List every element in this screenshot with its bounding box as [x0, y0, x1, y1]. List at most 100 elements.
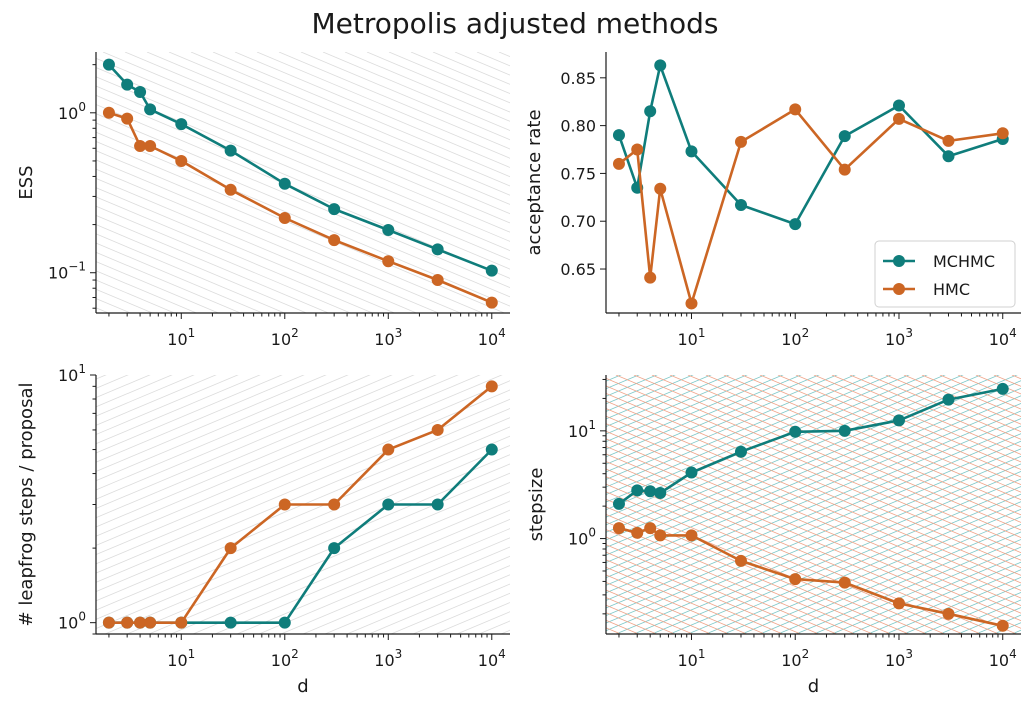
guide-line — [236, 518, 510, 634]
guide-line — [234, 52, 510, 168]
guide-line — [96, 375, 305, 463]
data-point-mchmc — [789, 218, 802, 231]
guide-line — [96, 242, 264, 313]
data-point-hmc — [328, 234, 341, 247]
guide-line-orange — [606, 423, 1021, 599]
guide-line-orange — [723, 375, 1021, 501]
data-point-mchmc — [996, 382, 1009, 395]
y-tick-label: 100 — [568, 526, 596, 549]
guide-line — [96, 122, 510, 298]
data-point-mchmc — [224, 616, 237, 629]
y-tick-label: 0.85 — [560, 69, 596, 88]
data-point-mchmc — [838, 424, 851, 437]
guide-line — [96, 131, 510, 307]
data-point-hmc — [892, 112, 905, 125]
y-tick-label: 0.75 — [560, 164, 596, 183]
guide-line — [146, 52, 510, 205]
y-axis-label: acceptance rate — [524, 109, 545, 255]
guide-line-orange — [606, 445, 1021, 622]
data-point-hmc — [654, 182, 667, 195]
y-tick-label: 10−1 — [48, 260, 86, 283]
y-axis-label: ESS — [16, 165, 37, 199]
guide-line — [324, 555, 510, 634]
guide-line — [96, 375, 437, 519]
guide-line-orange — [606, 377, 1021, 554]
guide-line — [344, 52, 510, 122]
guide-line — [96, 426, 510, 602]
data-point-mchmc — [278, 616, 291, 629]
guide-line-orange — [759, 375, 1021, 486]
guide-line-teal — [606, 375, 694, 412]
guide-line-orange — [606, 415, 1021, 591]
data-point-mchmc — [134, 85, 147, 98]
legend-label: HMC — [933, 280, 970, 299]
data-point-mchmc — [631, 484, 644, 497]
x-tick-label: 104 — [478, 326, 506, 349]
guide-line — [96, 375, 393, 500]
guide-line-orange — [606, 574, 748, 634]
y-axis-label: # leapfrog steps / proposal — [16, 383, 37, 627]
x-tick-label: 102 — [781, 647, 809, 670]
guide-lines — [96, 375, 510, 634]
guide-line — [258, 528, 510, 634]
data-point-hmc — [431, 423, 444, 436]
guide-line-orange — [606, 597, 694, 634]
data-point-hmc — [612, 522, 625, 535]
guide-line — [96, 375, 195, 417]
guide-line — [96, 375, 371, 491]
guide-line — [124, 52, 510, 215]
guide-line — [368, 574, 510, 634]
data-point-hmc — [134, 140, 147, 153]
guide-line-orange — [606, 529, 856, 634]
guide-line — [96, 150, 484, 313]
guide-lines — [606, 375, 1021, 634]
data-point-hmc — [734, 135, 747, 148]
guide-line — [212, 52, 510, 178]
guide-line — [214, 509, 510, 634]
guide-line — [96, 270, 198, 313]
guide-line-orange — [606, 514, 892, 634]
data-point-mchmc — [612, 497, 625, 510]
guide-line — [96, 375, 327, 472]
guide-line — [96, 76, 510, 252]
guide-line — [96, 435, 510, 611]
guide-line — [96, 454, 510, 629]
guide-line-teal — [606, 380, 1021, 556]
panel-top-left: 101 102 103 104 100 10−1 ESS — [16, 52, 510, 349]
guide-line-orange — [606, 589, 712, 634]
guide-line — [96, 417, 510, 593]
data-point-hmc — [892, 597, 905, 610]
data-point-hmc — [631, 526, 644, 539]
guide-line-orange — [705, 375, 1021, 508]
guide-line-teal — [606, 375, 802, 458]
guide-line-teal — [606, 375, 748, 435]
guide-line — [148, 481, 510, 634]
x-tick-label: 104 — [989, 647, 1017, 670]
panel-bottom-left: 101 102 103 104 101 100 # leapfrog steps / pro… — [16, 362, 510, 697]
data-point-hmc — [734, 554, 747, 567]
data-point-hmc — [485, 296, 498, 309]
guide-line — [302, 546, 510, 634]
guide-line — [96, 375, 415, 509]
data-point-mchmc — [644, 485, 657, 498]
guide-line-teal — [606, 375, 676, 405]
guide-line-orange — [606, 506, 910, 634]
guide-line — [366, 52, 510, 113]
guide-line — [96, 375, 173, 408]
guide-line-orange — [606, 559, 784, 634]
guide-line-orange — [606, 498, 928, 634]
guide-line-orange — [606, 619, 640, 634]
guide-line — [300, 52, 510, 141]
guide-line — [96, 159, 462, 313]
guide-line-orange — [606, 393, 1021, 569]
data-point-mchmc — [485, 264, 498, 277]
guide-line — [104, 463, 510, 634]
data-point-hmc — [278, 211, 291, 224]
guide-line-teal — [606, 395, 1021, 571]
x-tick-label: 101 — [167, 326, 195, 349]
guide-line — [96, 85, 510, 261]
data-point-hmc — [942, 134, 955, 147]
guide-line-orange — [606, 521, 874, 634]
data-point-mchmc — [734, 198, 747, 211]
guide-line-orange — [606, 491, 946, 634]
